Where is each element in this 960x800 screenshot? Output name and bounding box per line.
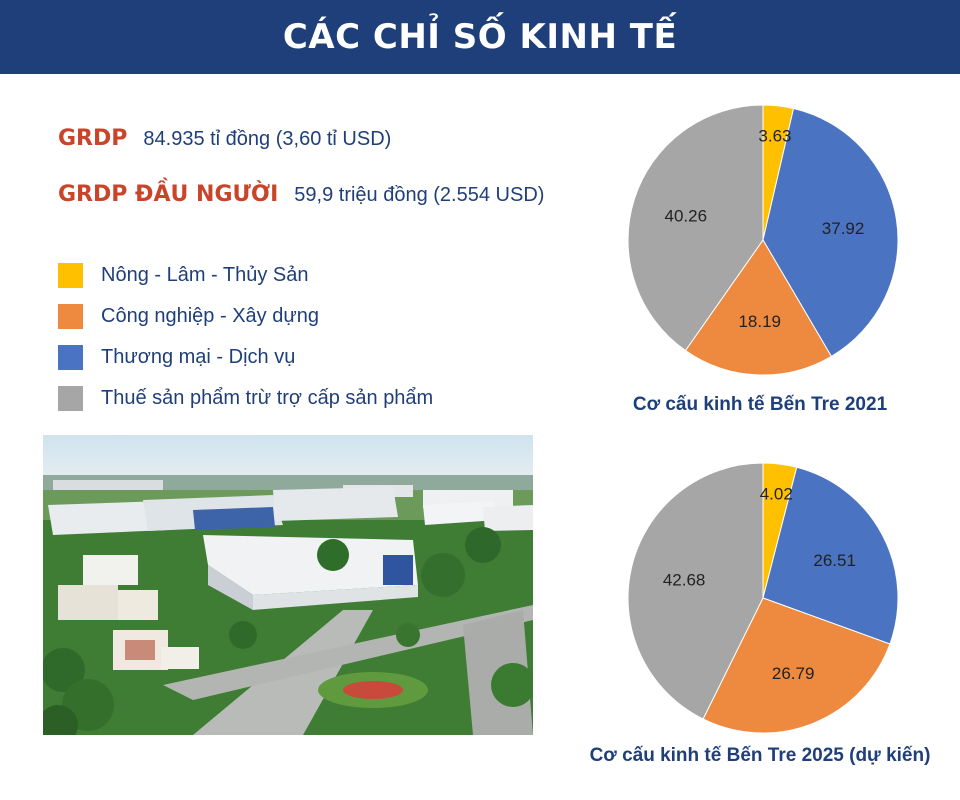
legend-item: Thương mại - Dịch vụ	[58, 337, 433, 378]
legend-swatch	[58, 304, 83, 329]
legend-label: Công nghiệp - Xây dựng	[101, 305, 319, 327]
pie-slice-label: 26.79	[772, 664, 815, 683]
pie-slice	[762, 107, 899, 358]
stat-grdp-value: 84.935 tỉ đồng (3,60 tỉ USD)	[143, 128, 392, 150]
pie-2021-caption: Cơ cấu kinh tế Bến Tre 2021	[632, 394, 888, 415]
legend-label: Thương mại - Dịch vụ	[101, 346, 296, 368]
pie-slice	[627, 462, 764, 720]
legend-label: Thuế sản phẩm trừ trợ cấp sản phẩm	[101, 387, 434, 409]
pie-chart-2025: 4.02 26.51 26.79 42.68	[627, 462, 899, 734]
legend-item: Thuế sản phẩm trừ trợ cấp sản phẩm	[58, 378, 433, 419]
stat-grdp: GRDP 84.935 tỉ đồng (3,60 tỉ USD)	[58, 126, 391, 151]
pie-2025-caption: Cơ cấu kinh tế Bến Tre 2025 (dự kiến)	[589, 745, 931, 766]
legend-item: Công nghiệp - Xây dựng	[58, 296, 433, 337]
industrial-park-photo	[43, 435, 533, 735]
legend-swatch	[58, 263, 83, 288]
stat-grdp-per-capita-label: GRDP ĐẦU NGƯỜI	[58, 182, 279, 207]
legend-label: Nông - Lâm - Thủy Sản	[101, 264, 309, 286]
legend-swatch	[58, 386, 83, 411]
pie-slice	[762, 466, 899, 645]
pie-slice	[702, 597, 891, 734]
pie-slice-label: 40.26	[664, 207, 707, 226]
legend-swatch	[58, 345, 83, 370]
stat-grdp-per-capita-value: 59,9 triệu đồng (2.554 USD)	[294, 184, 545, 206]
pie-slice-label: 42.68	[663, 571, 706, 590]
pie-slice-label: 26.51	[813, 551, 856, 570]
page-title: CÁC CHỈ SỐ KINH TẾ	[282, 17, 678, 57]
stat-grdp-label: GRDP	[58, 126, 128, 151]
header-banner: CÁC CHỈ SỐ KINH TẾ	[0, 0, 960, 74]
pie-chart-2021: 3.63 37.92 18.19 40.26	[627, 104, 899, 376]
pie-slice-label: 37.92	[822, 219, 865, 238]
legend-item: Nông - Lâm - Thủy Sản	[58, 255, 433, 296]
stat-grdp-per-capita: GRDP ĐẦU NGƯỜI 59,9 triệu đồng (2.554 US…	[58, 182, 544, 207]
pie-slice	[684, 239, 833, 376]
pie-slice-label: 4.02	[760, 485, 793, 504]
pie-slice-label: 18.19	[738, 312, 781, 331]
legend: Nông - Lâm - Thủy Sản Công nghiệp - Xây …	[58, 255, 433, 419]
pie-slice-label: 3.63	[758, 126, 791, 145]
pie-slice	[627, 104, 764, 352]
